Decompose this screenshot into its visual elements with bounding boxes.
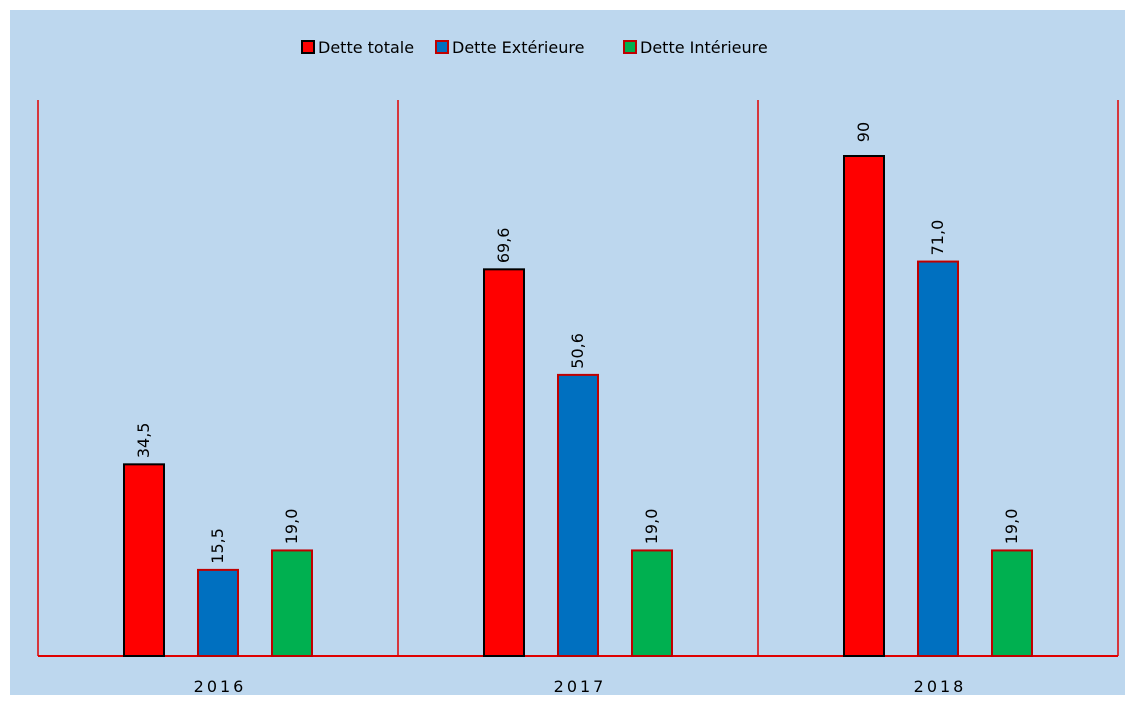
x-tick-label: 2017 [554,677,607,696]
data-label: 19,0 [642,509,661,545]
bar [271,549,313,658]
legend-label: Dette Extérieure [452,38,584,57]
bar [843,155,885,657]
legend-label: Dette totale [318,38,414,57]
bar [917,260,959,657]
bar [197,568,239,658]
x-tick-label: 2016 [194,677,247,696]
legend-label: Dette Intérieure [640,38,768,57]
x-tick-label: 2018 [914,677,967,696]
bar [483,268,525,657]
bar [123,463,165,658]
bar [557,373,599,657]
bar [991,549,1033,658]
bar [631,549,673,658]
legend: Dette totale Dette Extérieure Dette Intéri… [301,38,768,57]
data-label: 71,0 [928,220,947,256]
legend-swatch [301,40,315,54]
legend-swatch [623,40,637,54]
data-label: 69,6 [494,228,513,264]
data-label: 15,5 [208,528,227,564]
data-label: 19,0 [1002,509,1021,545]
data-label: 90 [854,122,873,142]
legend-swatch [435,40,449,54]
data-label: 50,6 [568,333,587,369]
data-label: 19,0 [282,509,301,545]
data-label: 34,5 [134,423,153,459]
